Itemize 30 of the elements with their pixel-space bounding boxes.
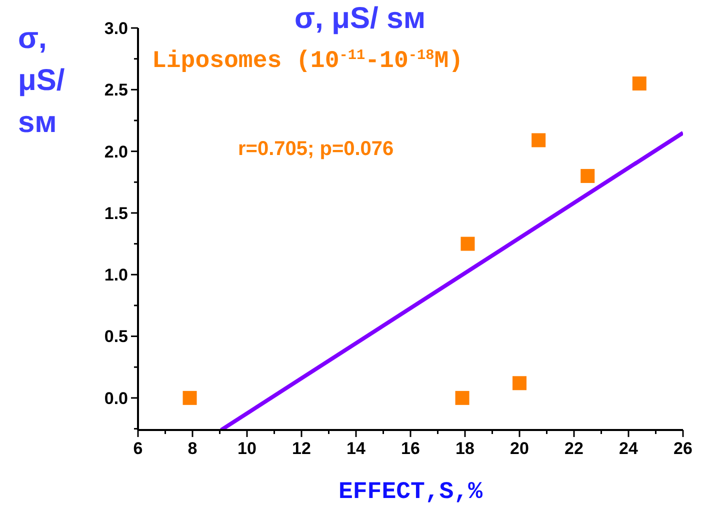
x-axis-title: EFFECT,S,% bbox=[338, 479, 484, 506]
point bbox=[460, 236, 475, 251]
x-tick-label: 22 bbox=[564, 439, 584, 458]
point bbox=[455, 390, 470, 405]
x-tick-label: 12 bbox=[292, 439, 311, 458]
point bbox=[632, 76, 646, 90]
y-tick-label: 3.0 bbox=[104, 18, 128, 38]
point bbox=[182, 390, 197, 405]
text: Liposomes (10$^{-11}$-10$^{-18}$M) bbox=[152, 48, 464, 75]
x-tick-label: 10 bbox=[238, 439, 256, 458]
x-tick-label: 20 bbox=[510, 439, 529, 458]
x-tick-label: 24 bbox=[619, 439, 638, 458]
y-tick-label: 0.5 bbox=[104, 327, 128, 346]
y-tick-label: 1.0 bbox=[104, 266, 128, 285]
y-tick-label: 2.5 bbox=[104, 80, 128, 100]
chart-title: σ, μS/ sм bbox=[294, 2, 426, 35]
x-tick-label: 6 bbox=[133, 439, 143, 458]
x-tick-label: 26 bbox=[674, 439, 692, 458]
annotation: r=0.705; p=0.076 bbox=[238, 138, 394, 160]
y-axis-title: σ, μS/ sм bbox=[18, 22, 66, 139]
y-tick-label: 0.0 bbox=[104, 388, 128, 408]
y-tick-label: 1.5 bbox=[104, 204, 128, 223]
point bbox=[532, 133, 546, 148]
y-tick-label: 2.0 bbox=[104, 142, 128, 162]
point bbox=[580, 168, 595, 183]
x-tick-label: 18 bbox=[456, 439, 474, 458]
point bbox=[512, 376, 526, 390]
x-tick-label: 16 bbox=[401, 439, 420, 458]
x-tick-label: 14 bbox=[346, 439, 366, 458]
x-tick-label: 8 bbox=[188, 439, 198, 458]
